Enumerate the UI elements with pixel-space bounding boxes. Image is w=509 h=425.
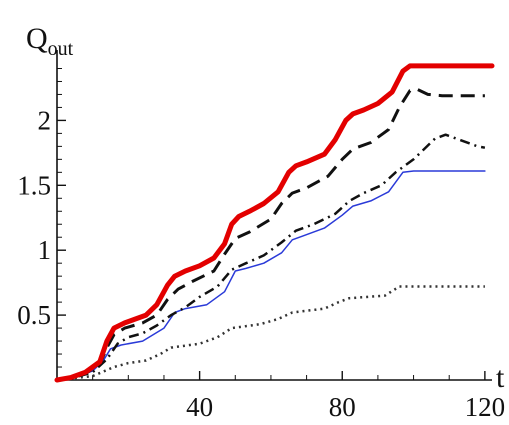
x-tick-label-80: 80 bbox=[329, 392, 356, 422]
series-line-2 bbox=[56, 87, 485, 382]
series-line-3 bbox=[56, 133, 486, 382]
tick-marks bbox=[57, 67, 486, 380]
series-line-4 bbox=[56, 170, 486, 381]
series-line-5 bbox=[56, 285, 485, 382]
series-line-1 bbox=[54, 63, 495, 383]
y-axis-title: Qout bbox=[26, 22, 74, 60]
x-tick-label-40: 40 bbox=[186, 392, 213, 422]
x-tick-label-120: 120 bbox=[465, 392, 506, 422]
y-tick-label-1: 1 bbox=[38, 235, 52, 265]
x-axis-title: t bbox=[496, 361, 505, 394]
y-tick-label-0.5: 0.5 bbox=[17, 300, 51, 330]
tick-labels: 40 80 120 0.5 1 1.5 2 bbox=[17, 105, 505, 422]
series-layer bbox=[54, 63, 495, 383]
y-axis-title-sub: out bbox=[48, 38, 74, 60]
y-tick-label-1.5: 1.5 bbox=[17, 170, 51, 200]
y-tick-label-2: 2 bbox=[38, 105, 52, 135]
y-axis-title-main: Q bbox=[26, 22, 48, 55]
